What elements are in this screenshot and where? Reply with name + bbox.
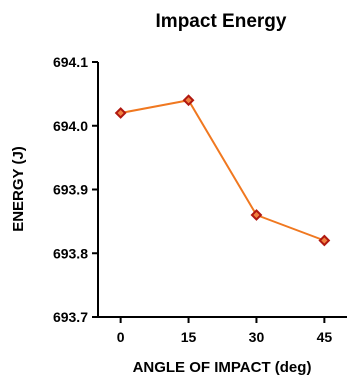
chart-title: Impact Energy xyxy=(156,11,287,32)
y-tick-label: 694.1 xyxy=(53,54,88,70)
y-tick-label: 693.9 xyxy=(53,182,88,198)
y-axis-label: ENERGY (J) xyxy=(10,146,27,232)
y-axis-ticks: 693.7 693.8 693.9 694.0 694.1 xyxy=(53,54,98,325)
x-tick-label: 15 xyxy=(181,329,197,345)
x-tick-label: 0 xyxy=(117,329,125,345)
x-axis-ticks: 0 15 30 45 xyxy=(117,317,333,345)
data-point-marker xyxy=(114,107,127,119)
x-axis-label: ANGLE OF IMPACT (deg) xyxy=(133,359,312,376)
series-line xyxy=(120,99,325,242)
data-point-marker xyxy=(182,94,195,107)
x-tick-label: 30 xyxy=(249,329,265,345)
data-point-marker xyxy=(318,234,331,247)
y-tick-label: 693.7 xyxy=(53,309,88,325)
plot-area xyxy=(114,94,331,247)
x-tick-label: 45 xyxy=(317,329,333,345)
y-tick-label: 694.0 xyxy=(53,118,88,134)
data-point-marker xyxy=(250,209,263,221)
y-tick-label: 693.8 xyxy=(53,245,88,261)
